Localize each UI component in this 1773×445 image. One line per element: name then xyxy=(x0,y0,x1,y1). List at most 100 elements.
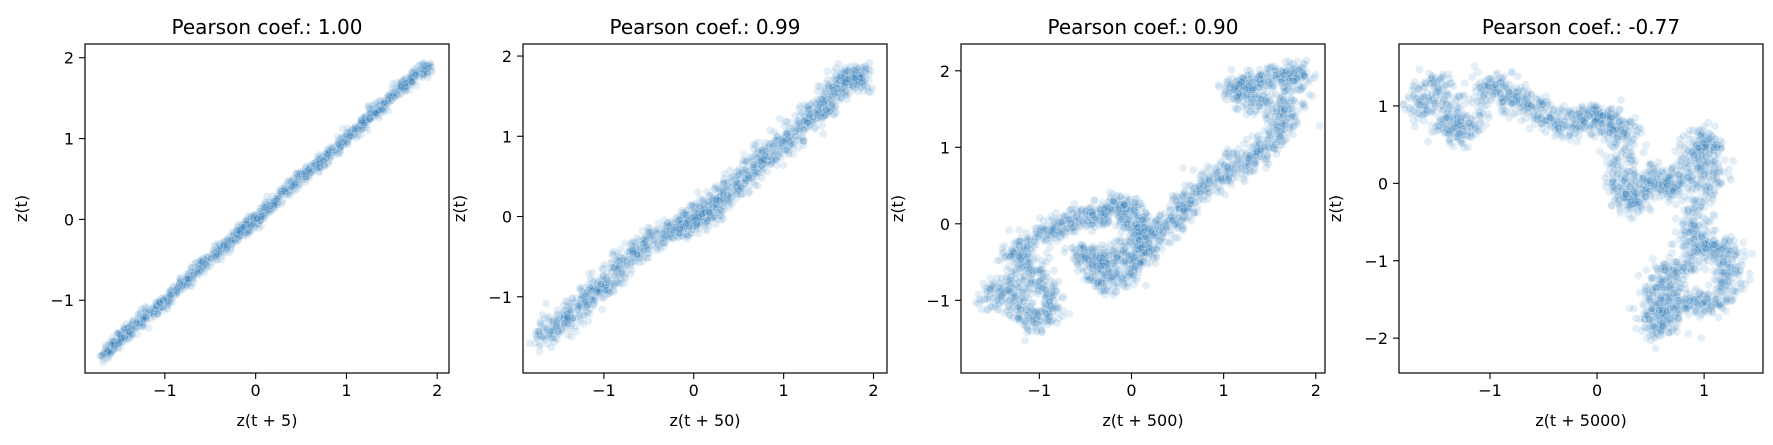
scatter-point xyxy=(232,229,242,239)
scatter-point xyxy=(1280,136,1290,145)
scatter-point xyxy=(118,333,127,343)
scatter-point xyxy=(122,333,131,343)
scatter-point xyxy=(119,323,128,332)
scatter-point xyxy=(833,84,843,94)
scatter-point xyxy=(137,317,147,326)
y-tick-label: −1 xyxy=(488,288,512,307)
scatter-point xyxy=(107,341,117,350)
scatter-point xyxy=(139,314,148,323)
scatter-point xyxy=(196,263,206,272)
scatter-point xyxy=(233,229,242,239)
scatter-point xyxy=(178,281,188,290)
scatter-point xyxy=(141,314,150,323)
scatter-point xyxy=(147,307,157,317)
scatter-point xyxy=(196,263,206,272)
scatter-point xyxy=(135,319,144,329)
scatter-point xyxy=(183,273,192,283)
scatter-point xyxy=(113,343,122,353)
scatter-point xyxy=(190,269,199,279)
scatter-point xyxy=(107,333,117,342)
scatter-point xyxy=(162,294,172,303)
scatter-point xyxy=(260,213,269,223)
scatter-point xyxy=(106,340,116,349)
scatter-point xyxy=(1216,157,1226,166)
scatter-point xyxy=(117,328,127,337)
scatter-point xyxy=(152,301,162,311)
scatter-point xyxy=(178,280,188,290)
scatter-point xyxy=(1007,250,1016,259)
scatter-point xyxy=(124,335,133,344)
scatter-point xyxy=(107,338,117,348)
scatter-point xyxy=(211,248,220,258)
scatter-point xyxy=(100,348,110,357)
scatter-point xyxy=(169,290,179,299)
scatter-point xyxy=(183,272,192,281)
scatter-point xyxy=(139,312,149,321)
scatter-point xyxy=(142,310,152,319)
scatter-point xyxy=(1042,310,1052,319)
scatter-point xyxy=(552,310,562,320)
x-tick-label: 2 xyxy=(868,381,878,400)
scatter-point xyxy=(644,244,653,254)
scatter-point xyxy=(204,257,214,267)
scatter-point xyxy=(600,260,609,269)
scatter-point xyxy=(120,332,129,342)
scatter-point xyxy=(812,95,822,104)
scatter-point xyxy=(783,145,792,155)
scatter-point xyxy=(133,317,143,326)
scatter-point xyxy=(113,329,122,339)
scatter-point xyxy=(193,266,203,276)
x-tick-label: 1 xyxy=(341,381,351,400)
scatter-point xyxy=(162,300,172,310)
scatter-point xyxy=(155,297,164,306)
scatter-point xyxy=(146,307,156,317)
scatter-point xyxy=(167,286,176,295)
scatter-point xyxy=(371,107,381,117)
scatter-point xyxy=(105,345,115,354)
scatter-point xyxy=(397,82,406,92)
scatter-point xyxy=(112,337,122,347)
scatter-point xyxy=(180,278,189,287)
scatter-point xyxy=(138,319,147,329)
scatter-point xyxy=(166,292,175,301)
scatter-point xyxy=(158,294,167,303)
scatter-point xyxy=(134,317,144,326)
scatter-point xyxy=(120,325,129,334)
scatter-point xyxy=(1189,165,1198,175)
scatter-point xyxy=(163,295,173,305)
scatter-point xyxy=(764,142,774,151)
scatter-point xyxy=(101,342,111,352)
scatter-point xyxy=(165,295,175,304)
scatter-point xyxy=(998,244,1007,253)
scatter-point xyxy=(155,297,164,307)
scatter-point xyxy=(671,223,681,232)
scatter-point xyxy=(822,105,831,115)
scatter-point xyxy=(141,314,151,324)
scatter-point xyxy=(224,239,234,249)
scatter-point xyxy=(181,273,191,283)
scatter-point xyxy=(190,268,199,278)
scatter-point xyxy=(98,351,107,361)
scatter-point xyxy=(210,247,220,257)
scatter-point xyxy=(852,80,861,89)
scatter-point xyxy=(124,329,134,339)
scatter-point xyxy=(1187,181,1196,190)
scatter-point xyxy=(124,321,134,331)
scatter-point xyxy=(132,323,142,332)
scatter-point xyxy=(1158,222,1168,231)
scatter-point xyxy=(109,340,118,349)
scatter-point xyxy=(217,251,227,260)
scatter-point xyxy=(105,346,114,356)
scatter-point xyxy=(1199,181,1209,191)
scatter-point xyxy=(118,329,127,339)
scatter-point xyxy=(111,337,121,346)
scatter-point xyxy=(132,323,141,332)
scatter-point xyxy=(184,278,194,287)
scatter-point xyxy=(105,340,114,349)
scatter-point xyxy=(227,240,237,249)
scatter-point xyxy=(1095,250,1105,260)
scatter-point xyxy=(115,336,124,346)
scatter-point xyxy=(1178,225,1187,235)
scatter-point xyxy=(326,152,335,162)
